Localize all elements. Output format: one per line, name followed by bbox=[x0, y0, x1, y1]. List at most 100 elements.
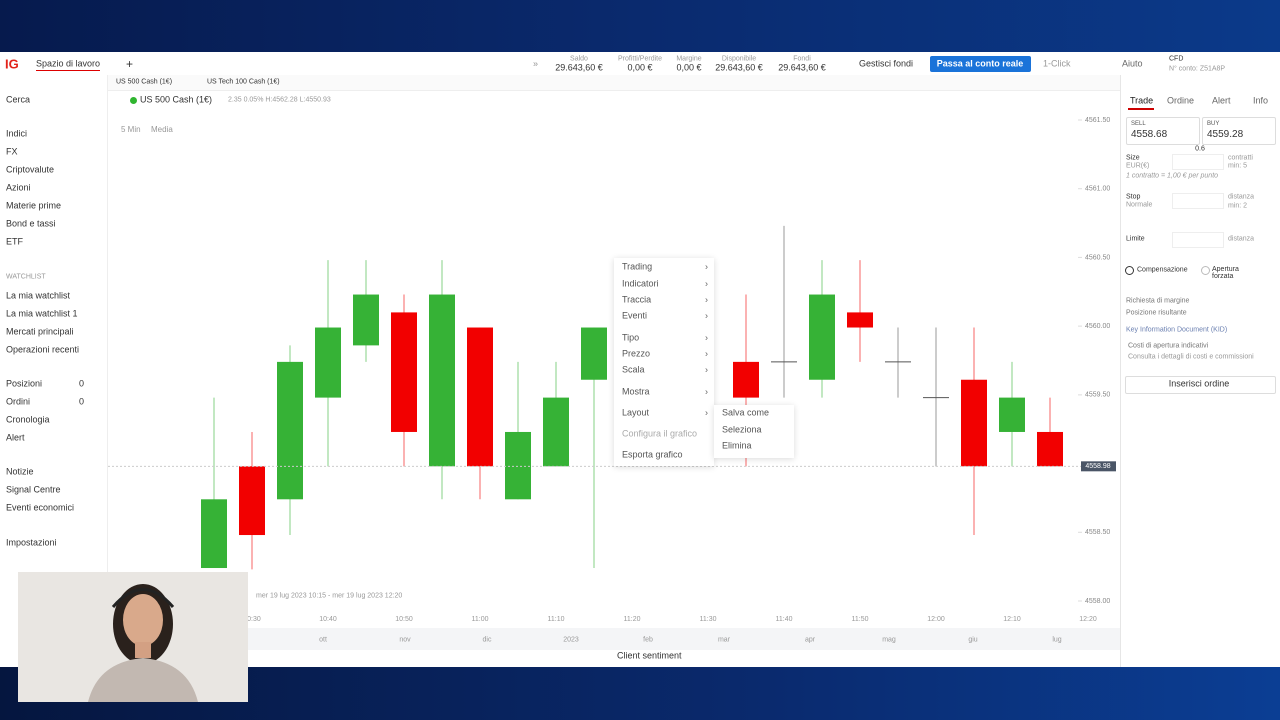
candle-body bbox=[505, 431, 531, 500]
add-workspace[interactable]: + bbox=[126, 57, 134, 71]
menu-item[interactable]: Eventi bbox=[622, 310, 648, 321]
activity-link[interactable]: Ordini bbox=[6, 396, 31, 407]
instrument-stats: 2.35 0.05% H:4562.28 L:4550.93 bbox=[228, 96, 331, 104]
one-click[interactable]: 1-Click bbox=[1043, 58, 1071, 69]
market-link[interactable]: Azioni bbox=[6, 182, 31, 193]
x-tick-label: 11:50 bbox=[852, 616, 869, 623]
x-tick-label: 11:40 bbox=[776, 616, 793, 623]
ticket-tab[interactable]: Info bbox=[1253, 95, 1269, 106]
menu-item[interactable]: Trading bbox=[622, 261, 653, 272]
stat-label: Saldo bbox=[570, 55, 588, 63]
buy-box[interactable] bbox=[1202, 117, 1276, 145]
market-link[interactable]: Bond e tassi bbox=[6, 218, 56, 229]
watchlist-link[interactable]: La mia watchlist bbox=[6, 290, 71, 301]
activity-link[interactable]: Posizioni bbox=[6, 378, 43, 389]
x-tick-label: 10:50 bbox=[395, 616, 413, 623]
market-link[interactable]: Criptovalute bbox=[6, 164, 55, 175]
submenu-item[interactable]: Seleziona bbox=[722, 424, 762, 434]
x-tick-label: 10:40 bbox=[319, 616, 337, 623]
y-tick-label: 4561.50 bbox=[1085, 117, 1110, 124]
live-account-button[interactable] bbox=[930, 56, 1031, 72]
candle-body bbox=[1037, 431, 1063, 467]
place-order[interactable]: Inserisci ordine bbox=[1168, 378, 1230, 389]
candle-body bbox=[315, 327, 341, 398]
tool-link[interactable]: Eventi economici bbox=[6, 502, 75, 513]
force-open-radio[interactable] bbox=[1201, 266, 1210, 275]
sell-box[interactable] bbox=[1126, 117, 1200, 145]
stop-min: min: 2 bbox=[1228, 202, 1248, 210]
netting[interactable]: Compensazione bbox=[1137, 266, 1188, 274]
candle-body bbox=[847, 312, 873, 328]
activity-link[interactable]: Cronologia bbox=[6, 414, 50, 425]
tool-link[interactable]: Notizie bbox=[6, 466, 34, 477]
x-tick-label: 12:20 bbox=[1079, 616, 1097, 623]
menu-item[interactable]: Layout bbox=[622, 407, 650, 418]
instrument-tab[interactable]: US 500 Cash (1€) bbox=[116, 78, 173, 86]
settings[interactable]: Impostazioni bbox=[6, 537, 57, 548]
menu-item[interactable]: Prezzo bbox=[622, 348, 651, 359]
submenu-item[interactable]: Elimina bbox=[722, 440, 752, 451]
search[interactable]: Cerca bbox=[6, 94, 31, 105]
ticket-tab[interactable]: Alert bbox=[1212, 95, 1231, 106]
ticket-tab[interactable]: Trade bbox=[1130, 95, 1154, 106]
client-sentiment[interactable]: Client sentiment bbox=[617, 650, 682, 661]
current-price-label: 4558.98 bbox=[1085, 463, 1110, 470]
average[interactable]: Media bbox=[151, 125, 173, 134]
submenu-item[interactable]: Salva come bbox=[722, 407, 770, 418]
market-link[interactable]: ETF bbox=[6, 236, 23, 247]
activity-count: 0 bbox=[79, 396, 85, 407]
x-tick-label: 11:00 bbox=[472, 616, 489, 623]
limit-input[interactable] bbox=[1172, 232, 1224, 248]
market-link[interactable]: Indici bbox=[6, 128, 28, 139]
menu-item[interactable]: Esporta grafico bbox=[622, 449, 683, 460]
date-range: mer 19 lug 2023 10:15 - mer 19 lug 2023 … bbox=[256, 592, 403, 600]
ticket-tab[interactable]: Ordine bbox=[1167, 95, 1195, 106]
watchlist-link[interactable]: Mercati principali bbox=[6, 326, 74, 337]
costs: Costi di apertura indicativi bbox=[1128, 342, 1209, 350]
help[interactable]: Aiuto bbox=[1122, 58, 1143, 69]
place-order-button[interactable] bbox=[1125, 376, 1276, 394]
margin-label: Richiesta di margine bbox=[1126, 297, 1190, 305]
menu-item[interactable]: Indicatori bbox=[622, 278, 659, 289]
tool-link[interactable]: Signal Centre bbox=[6, 484, 61, 495]
y-tick-label: 4558.00 bbox=[1085, 598, 1110, 605]
menu-item[interactable]: Mostra bbox=[622, 386, 650, 397]
menu-item[interactable]: Tipo bbox=[622, 332, 640, 343]
force-open[interactable]: Apertura forzata bbox=[1212, 266, 1239, 280]
menu-item[interactable]: Traccia bbox=[622, 294, 652, 305]
instrument-tab[interactable]: US Tech 100 Cash (1€) bbox=[207, 78, 280, 86]
stat-value: 0,00 € bbox=[676, 62, 702, 73]
stat-value: 29.643,60 € bbox=[555, 62, 603, 73]
size-input[interactable] bbox=[1172, 154, 1224, 170]
live-account[interactable]: Passa al conto reale bbox=[936, 58, 1024, 69]
costs-link[interactable]: Consulta i dettagli di costi e commissio… bbox=[1128, 353, 1254, 361]
submenu-arrow: › bbox=[705, 278, 708, 289]
watchlist-link[interactable]: Operazioni recenti bbox=[6, 344, 80, 355]
sidebar bbox=[0, 75, 108, 667]
account-number: N° conto: Z51A8P bbox=[1169, 65, 1226, 73]
market-link[interactable]: Materie prime bbox=[6, 200, 62, 211]
manage-funds[interactable]: Gestisci fondi bbox=[858, 58, 914, 69]
activity-link[interactable]: Alert bbox=[6, 432, 25, 443]
y-tick-label: 4558.50 bbox=[1085, 529, 1110, 536]
stop-type[interactable]: Normale bbox=[1126, 201, 1153, 209]
submenu-arrow: › bbox=[705, 294, 708, 305]
tabs-bar bbox=[108, 75, 1120, 91]
instrument-name[interactable]: US 500 Cash (1€) bbox=[140, 94, 213, 105]
interval[interactable]: 5 Min bbox=[121, 125, 141, 134]
market-link[interactable]: FX bbox=[6, 146, 18, 157]
kid-link[interactable]: Key Information Document (KID) bbox=[1126, 326, 1228, 334]
netting-radio[interactable] bbox=[1125, 266, 1134, 275]
menu-item[interactable]: Configura il grafico bbox=[622, 428, 698, 439]
stop-input[interactable] bbox=[1172, 193, 1224, 209]
y-tick-label: 4560.50 bbox=[1085, 254, 1110, 261]
candle-body bbox=[543, 397, 569, 467]
navigator bbox=[248, 628, 1120, 650]
more-button[interactable]: » bbox=[533, 58, 539, 69]
submenu-arrow: › bbox=[705, 261, 708, 272]
workspace-menu[interactable]: Spazio di lavoro bbox=[36, 58, 101, 69]
menu-item[interactable]: Scala bbox=[622, 364, 645, 375]
watchlist-link[interactable]: La mia watchlist 1 bbox=[6, 308, 78, 319]
y-tick-label: 4559.50 bbox=[1085, 392, 1110, 399]
